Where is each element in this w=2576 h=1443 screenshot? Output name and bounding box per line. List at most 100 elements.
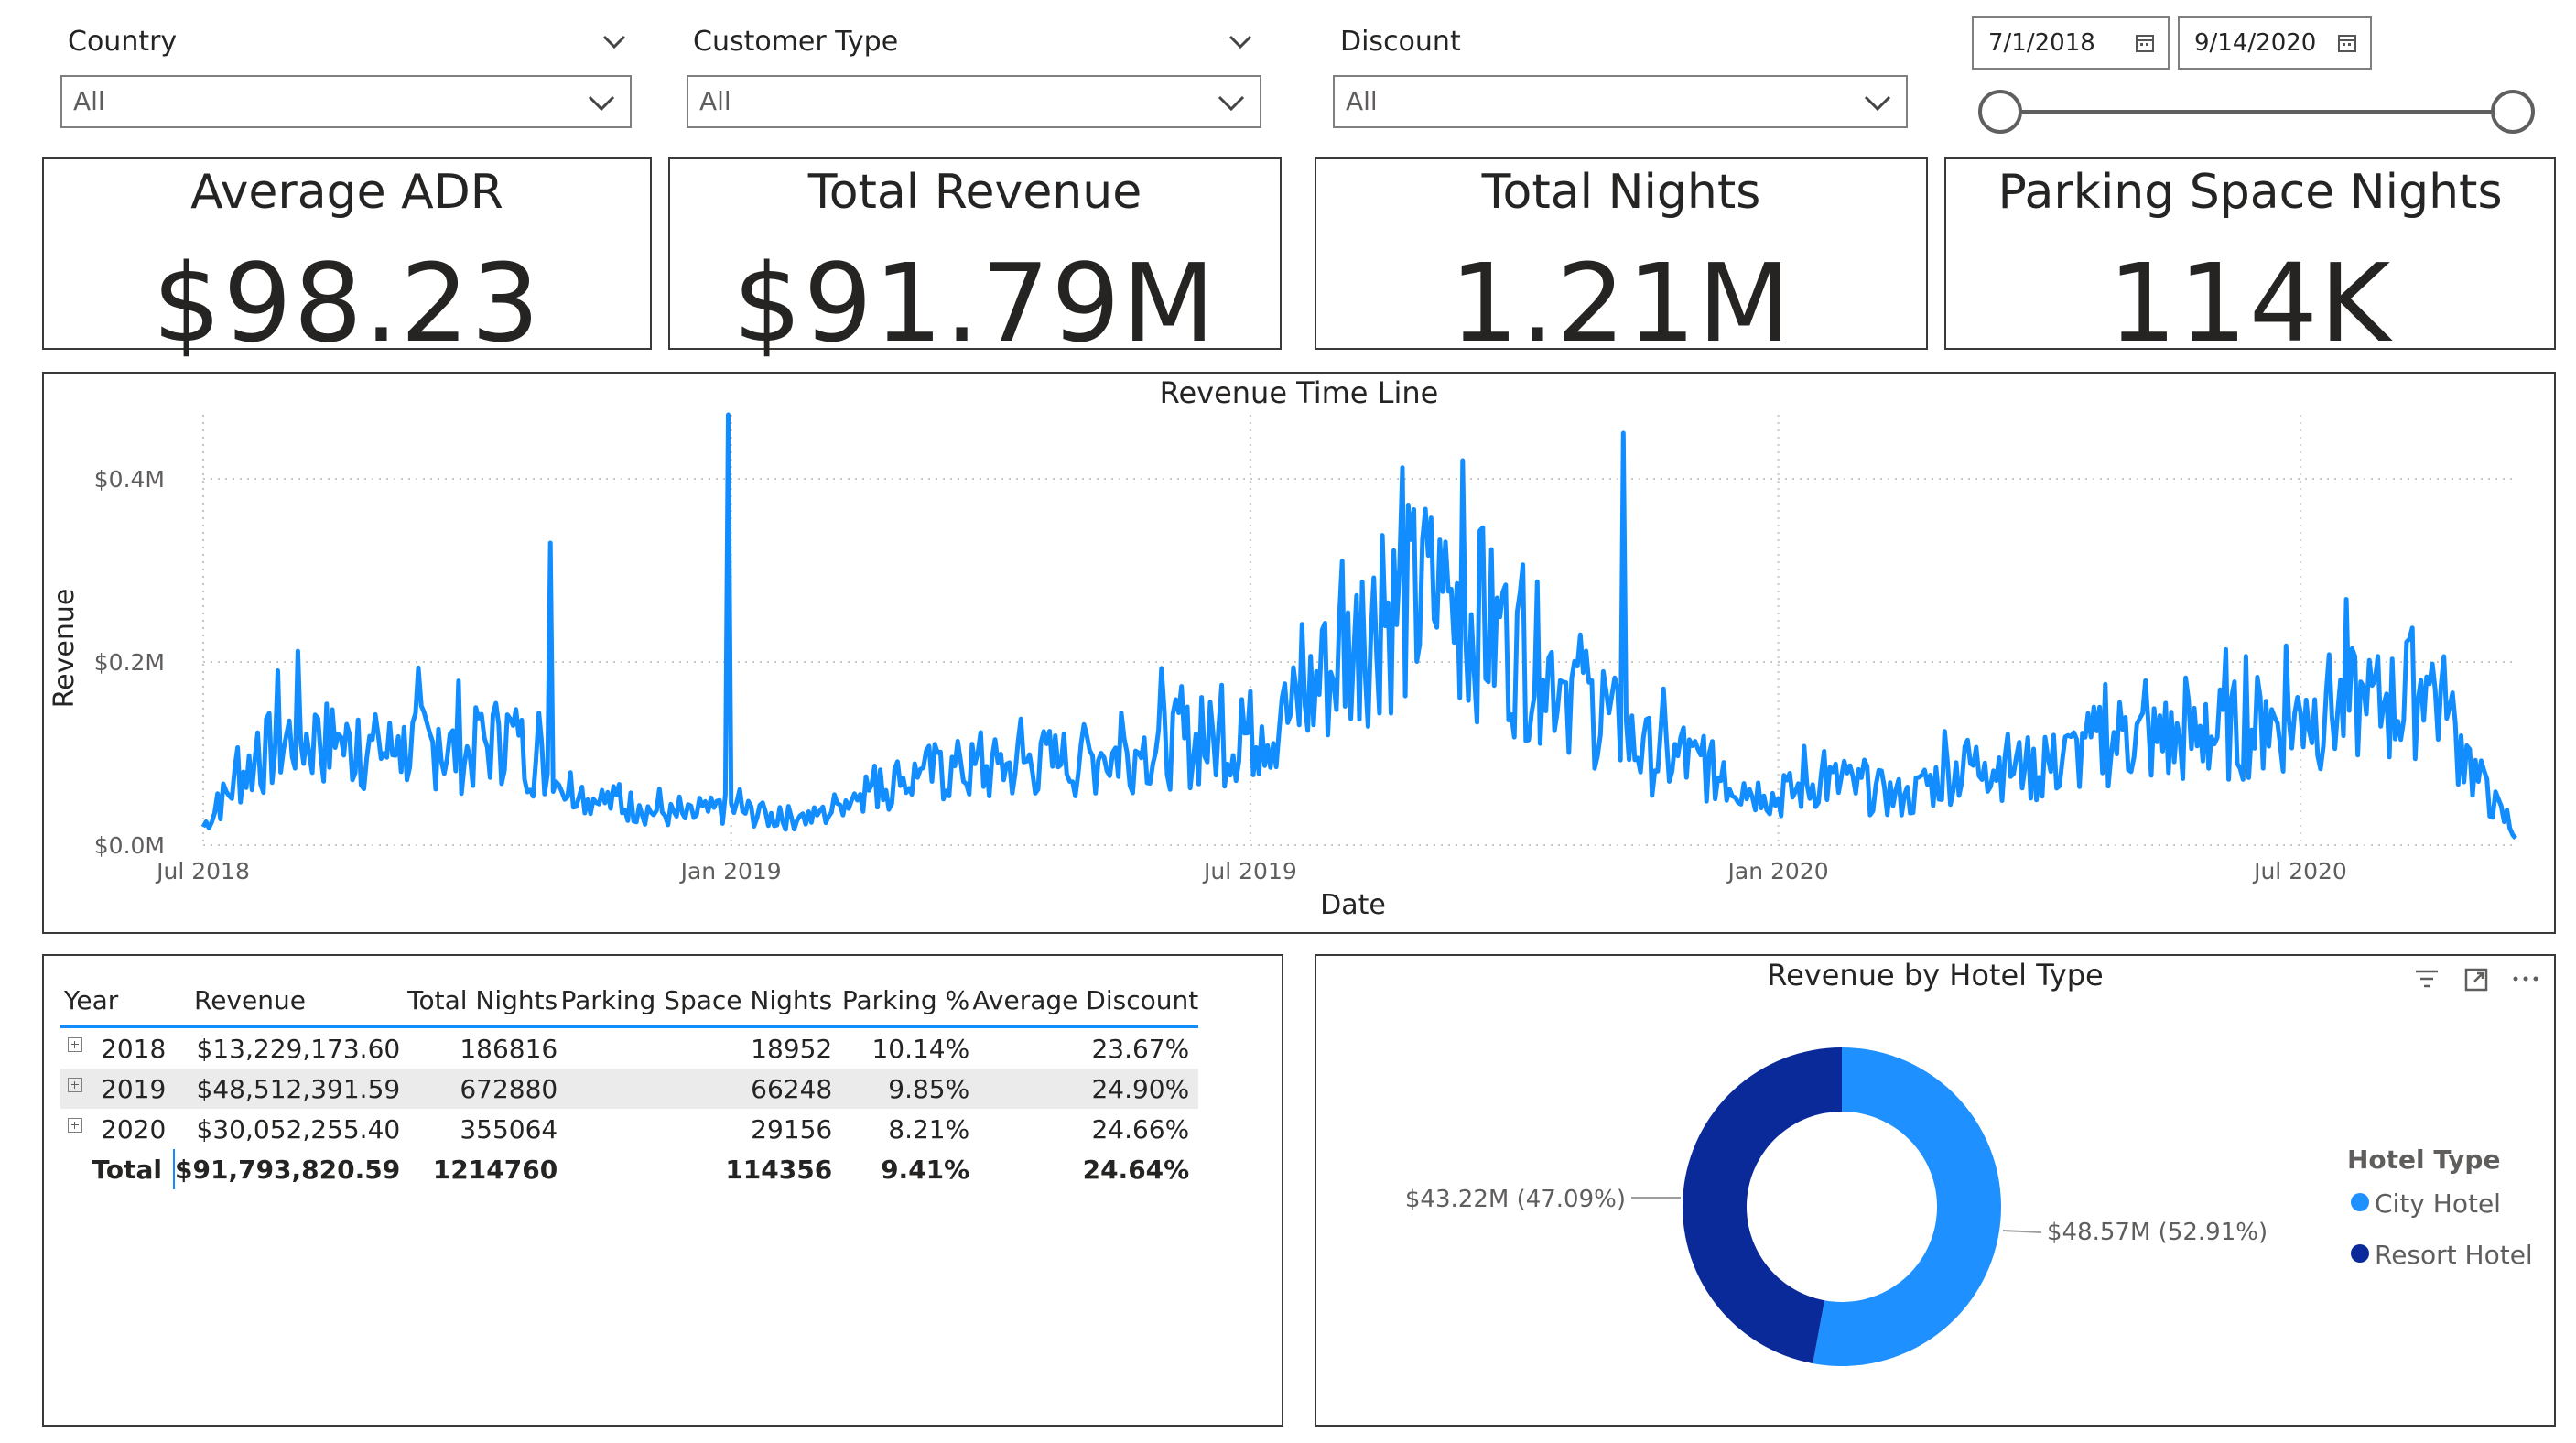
start-date-value: 7/1/2018 <box>1988 29 2095 57</box>
legend-label: City Hotel <box>2375 1188 2501 1219</box>
cell-average-discount: 24.90% <box>969 1069 1199 1109</box>
discount-slicer-label: Discount <box>1340 26 1461 58</box>
kpi-card-average-adr: Average ADR $98.23 <box>42 157 652 366</box>
cell-parking-space-nights: 66248 <box>557 1069 833 1109</box>
more-options-icon[interactable] <box>2512 974 2539 983</box>
expand-icon[interactable] <box>68 1117 82 1133</box>
table-row[interactable]: 2019 $48,512,391.59 672880 66248 9.85% 2… <box>60 1069 1199 1109</box>
kpi-title: Total Revenue <box>807 165 1142 220</box>
city-data-label: $48.57M (52.91%) <box>2047 1219 2268 1246</box>
expand-icon[interactable] <box>68 1036 82 1052</box>
cell-parking-space-nights: 18952 <box>751 1033 833 1064</box>
cell-total-nights: 186816 <box>460 1033 558 1064</box>
donut-slice-resort-hotel[interactable] <box>1683 1047 1842 1364</box>
chevron-down-icon <box>1864 95 1891 112</box>
end-date-input[interactable]: 9/14/2020 <box>2178 16 2372 70</box>
cell-revenue: $30,052,255.40 <box>196 1113 401 1145</box>
column-header-total-nights[interactable]: Total Nights <box>407 984 558 1015</box>
kpi-value: 114K <box>2107 240 2393 366</box>
revenue-series-line <box>200 412 2517 841</box>
column-header-parking-pct[interactable]: Parking % <box>841 984 970 1015</box>
yearly-matrix-panel[interactable]: Year Revenue Total Nights Parking Space … <box>42 954 1283 1427</box>
discount-dropdown[interactable]: All <box>1333 75 1908 128</box>
hotel-type-donut-panel[interactable]: Revenue by Hotel Type $43.22M (47.09%) $… <box>1315 954 2556 1427</box>
resort-data-label: $43.22M (47.09%) <box>1405 1186 1626 1213</box>
column-header-average-discount[interactable]: Average Discount <box>972 984 1199 1015</box>
cell-revenue: $48,512,391.59 <box>174 1069 401 1109</box>
column-header-year[interactable]: Year <box>64 984 119 1015</box>
date-range-start-handle[interactable] <box>1978 90 2022 134</box>
customer-type-dropdown-value: All <box>699 86 731 116</box>
kpi-card-total-nights: Total Nights 1.21M <box>1315 157 1928 366</box>
cell-average-discount: 24.64% <box>1082 1154 1190 1185</box>
expand-icon[interactable] <box>68 1077 82 1092</box>
cell-total-nights: 672880 <box>400 1069 558 1109</box>
kpi-title: Total Nights <box>1481 165 1761 220</box>
date-range-end-handle[interactable] <box>2491 90 2535 134</box>
cell-parking-pct: 9.85% <box>832 1069 970 1109</box>
yearly-matrix-table: Year Revenue Total Nights Parking Space … <box>60 974 1199 1189</box>
legend-title: Hotel Type <box>2347 1145 2501 1175</box>
column-header-parking-space-nights[interactable]: Parking Space Nights <box>560 984 833 1015</box>
chevron-down-icon <box>588 95 615 112</box>
kpi-card-total-revenue: Total Revenue $91.79M <box>668 157 1282 366</box>
revenue-timeline-chart[interactable]: $0.0M $0.2M $0.4M Jul 2018 Jan 2019 Jul 2019 J… <box>44 374 2554 932</box>
filter-icon[interactable] <box>2413 967 2441 991</box>
kpi-value: 1.21M <box>1449 240 1793 366</box>
end-date-value: 9/14/2020 <box>2194 29 2317 57</box>
country-dropdown[interactable]: All <box>60 75 632 128</box>
kpi-value: $98.23 <box>152 240 542 366</box>
date-range-slider-track[interactable] <box>1999 110 2508 114</box>
table-row[interactable]: 2020 $30,052,255.40 355064 29156 8.21% 2… <box>60 1109 1198 1149</box>
cell-parking-pct: 9.41% <box>881 1154 970 1185</box>
y-tick-label: $0.4M <box>94 466 165 493</box>
cell-total-nights: 355064 <box>460 1113 558 1145</box>
table-total-row: Total $91,793,820.59 1214760 114356 9.41… <box>60 1149 1198 1189</box>
timeline-title: Revenue Time Line <box>1159 375 1439 410</box>
kpi-title: Average ADR <box>190 165 503 220</box>
calendar-icon[interactable] <box>2135 33 2155 53</box>
table-row[interactable]: 2018 $13,229,173.60 186816 18952 10.14% … <box>60 1027 1198 1069</box>
legend-dot <box>2351 1244 2369 1263</box>
cell-year: 2018 <box>101 1033 167 1064</box>
timeline-y-label: Revenue <box>49 589 81 709</box>
calendar-icon[interactable] <box>2337 33 2357 53</box>
cell-parking-pct: 8.21% <box>888 1113 970 1145</box>
revenue-by-hotel-type-donut[interactable]: $43.22M (47.09%) $48.57M (52.91%) <box>1316 956 2554 1425</box>
cell-total-nights: 1214760 <box>432 1154 558 1185</box>
country-slicer-label: Country <box>68 26 178 58</box>
cell-parking-space-nights: 29156 <box>751 1113 833 1145</box>
cell-total-label: Total <box>60 1149 175 1189</box>
customer-type-slicer-label: Customer Type <box>693 26 899 58</box>
chevron-down-icon[interactable] <box>1225 26 1256 57</box>
x-tick-label: Jul 2018 <box>155 858 250 884</box>
kpi-card-parking-space-nights: Parking Space Nights 114K <box>1944 157 2556 366</box>
legend-item-city-hotel[interactable]: City Hotel <box>2351 1188 2501 1219</box>
x-tick-label: Jul 2020 <box>2252 858 2347 884</box>
discount-dropdown-value: All <box>1346 86 1378 116</box>
x-tick-label: Jan 2020 <box>1726 858 1829 884</box>
cell-average-discount: 24.66% <box>1091 1113 1190 1145</box>
focus-mode-icon[interactable] <box>2463 967 2489 993</box>
donut-title: Revenue by Hotel Type <box>1767 958 2104 993</box>
city-label-leader <box>2002 1230 2042 1233</box>
column-header-revenue[interactable]: Revenue <box>194 984 306 1015</box>
start-date-input[interactable]: 7/1/2018 <box>1972 16 2170 70</box>
revenue-timeline-panel[interactable]: Revenue Time Line $0.0M $0.2M $0.4M Jul 201… <box>42 372 2556 934</box>
chevron-down-icon <box>1218 95 1245 112</box>
kpi-title: Parking Space Nights <box>1997 165 2503 220</box>
customer-type-dropdown[interactable]: All <box>687 75 1261 128</box>
cell-revenue: $13,229,173.60 <box>196 1033 401 1064</box>
legend-dot <box>2351 1193 2369 1211</box>
y-tick-label: $0.2M <box>94 649 165 676</box>
cell-average-discount: 23.67% <box>1091 1033 1190 1064</box>
cell-year: 2019 <box>101 1073 167 1104</box>
table-header-row: Year Revenue Total Nights Parking Space … <box>60 974 1199 1027</box>
x-tick-label: Jul 2019 <box>1202 858 1297 884</box>
legend-item-resort-hotel[interactable]: Resort Hotel <box>2351 1240 2533 1270</box>
chevron-down-icon[interactable] <box>599 26 630 57</box>
y-tick-label: $0.0M <box>94 832 165 859</box>
legend-label: Resort Hotel <box>2375 1240 2533 1270</box>
timeline-x-label: Date <box>1320 889 1386 921</box>
donut-slice-city-hotel[interactable] <box>1813 1047 2001 1366</box>
